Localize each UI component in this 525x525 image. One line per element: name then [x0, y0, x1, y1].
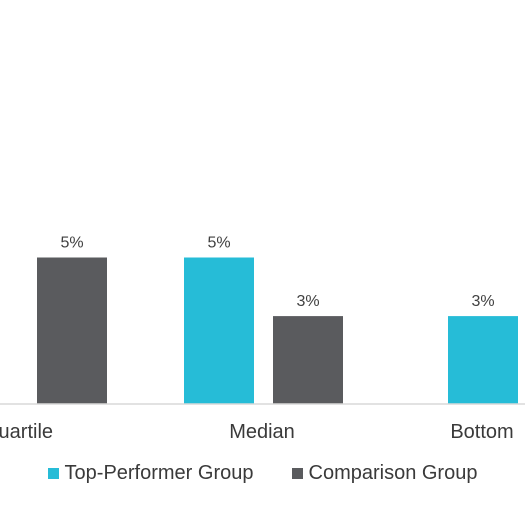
legend-item-top-performer: Top-Performer Group: [47, 461, 254, 485]
bar-value-label: 5%: [207, 235, 230, 252]
bar-median-top-performer: [184, 257, 254, 404]
bar-median-comparison: [273, 316, 343, 404]
x-tick-label: Median: [229, 421, 295, 443]
bar-value-label: 3%: [296, 293, 319, 310]
x-tick-label: Quartile: [0, 421, 53, 443]
legend: Top-Performer Group Comparison Group: [0, 460, 525, 486]
bar-quartile-comparison: [37, 257, 107, 404]
x-tick-labels: Quartile Median Bottom: [0, 421, 514, 443]
legend-label-top-performer: Top-Performer Group: [64, 461, 254, 484]
bars-layer: [37, 257, 518, 404]
legend-label-comparison: Comparison Group: [308, 461, 478, 484]
bar-labels-layer: 5% 5% 3% 3%: [60, 235, 494, 311]
bar-value-label: 3%: [471, 293, 494, 310]
legend-item-comparison: Comparison Group: [291, 461, 478, 485]
bar-bottom-top-performer: [448, 316, 518, 404]
x-tick-label: Bottom: [450, 421, 513, 443]
bar-value-label: 5%: [60, 235, 83, 252]
legend-swatch-top-performer: [47, 467, 59, 479]
legend-swatch-comparison: [291, 467, 303, 479]
